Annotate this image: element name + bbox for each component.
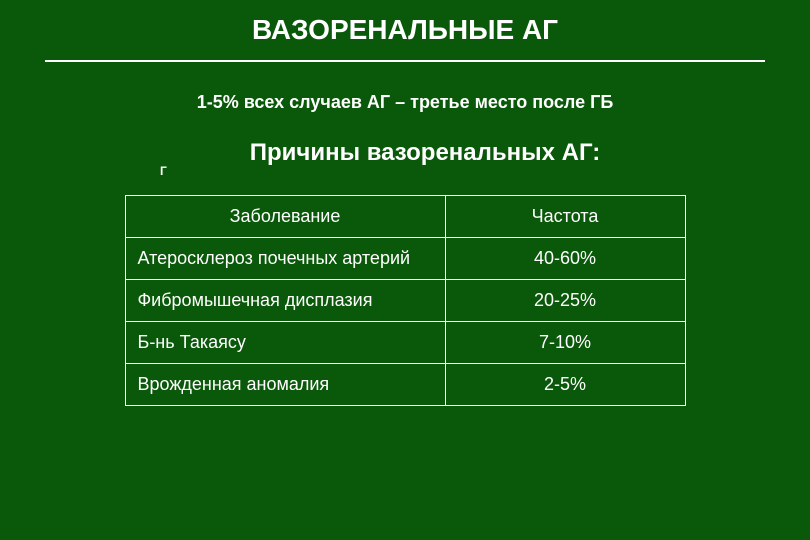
cell-freq: 7-10% bbox=[445, 322, 685, 364]
col-header-freq: Частота bbox=[445, 196, 685, 238]
col-header-disease: Заболевание bbox=[125, 196, 445, 238]
side-marker: Г bbox=[160, 164, 167, 178]
causes-table: Заболевание Частота Атеросклероз почечны… bbox=[125, 195, 686, 406]
cell-freq: 20-25% bbox=[445, 280, 685, 322]
table-row: Фибромышечная дисплазия 20-25% bbox=[125, 280, 685, 322]
cell-freq: 2-5% bbox=[445, 364, 685, 406]
slide: ВАЗОРЕНАЛЬНЫЕ АГ 1-5% всех случаев АГ – … bbox=[0, 0, 810, 540]
slide-subtitle: 1-5% всех случаев АГ – третье место посл… bbox=[0, 92, 810, 113]
table-row: Атеросклероз почечных артерий 40-60% bbox=[125, 238, 685, 280]
title-underline bbox=[45, 60, 765, 62]
cell-disease: Фибромышечная дисплазия bbox=[125, 280, 445, 322]
table-row: Врожденная аномалия 2-5% bbox=[125, 364, 685, 406]
table-row: Б-нь Такаясу 7-10% bbox=[125, 322, 685, 364]
cell-disease: Атеросклероз почечных артерий bbox=[125, 238, 445, 280]
cell-disease: Б-нь Такаясу bbox=[125, 322, 445, 364]
slide-title: ВАЗОРЕНАЛЬНЫЕ АГ bbox=[0, 0, 810, 46]
cell-disease: Врожденная аномалия bbox=[125, 364, 445, 406]
table-header-row: Заболевание Частота bbox=[125, 196, 685, 238]
cell-freq: 40-60% bbox=[445, 238, 685, 280]
causes-heading: Причины вазоренальных АГ: bbox=[0, 139, 810, 167]
